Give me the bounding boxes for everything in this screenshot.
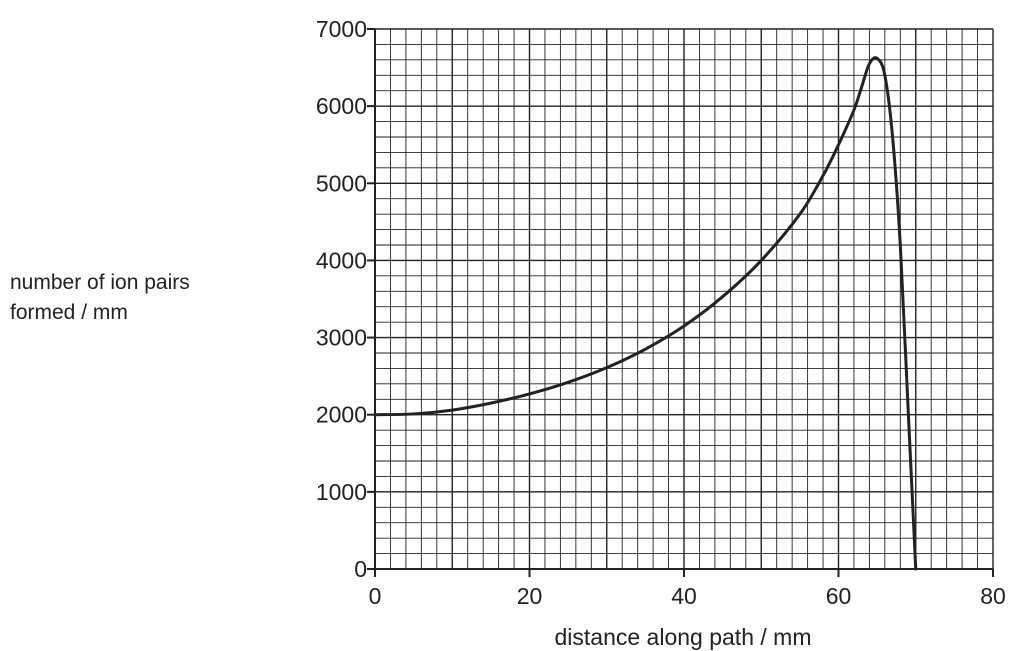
x-tick-label: 20: [517, 583, 543, 609]
x-tick-label: 40: [671, 583, 697, 609]
y-tick-label: 5000: [316, 170, 367, 196]
y-tick-label: 6000: [316, 93, 367, 119]
y-tick-label: 3000: [316, 325, 367, 351]
y-tick-label: 1000: [316, 479, 367, 505]
x-tick-label: 0: [369, 583, 382, 609]
x-axis-label: distance along path / mm: [555, 624, 812, 650]
y-tick-label: 7000: [316, 16, 367, 42]
y-axis-label-line-2: formed / mm: [10, 301, 128, 324]
y-tick-label: 4000: [316, 247, 367, 273]
series-line-0: [373, 56, 918, 571]
series-group: [373, 56, 918, 571]
x-tick-label: 60: [826, 583, 852, 609]
tick-labels: 0 1000 2000 3000 4000 5000 6000 7000 0 20 40 60 80: [316, 16, 1006, 609]
y-tick-label: 2000: [316, 402, 367, 428]
y-tick-label: 0: [354, 556, 367, 582]
axes: [367, 28, 994, 577]
y-axis-label-line-1: number of ion pairs: [10, 271, 190, 294]
grid: [374, 28, 994, 570]
x-tick-label: 80: [980, 583, 1006, 609]
y-axis-label: number of ion pairs formed / mm: [10, 268, 290, 328]
